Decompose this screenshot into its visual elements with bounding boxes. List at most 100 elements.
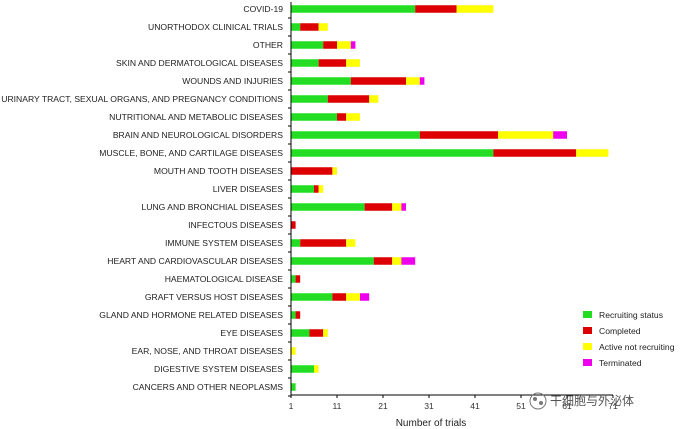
legend: Recruiting status Completed Active not rec… xyxy=(583,310,675,368)
x-tick-label: 41 xyxy=(470,401,480,411)
bar-segment xyxy=(291,311,296,319)
bar-segment xyxy=(291,113,337,121)
bar-segment xyxy=(392,257,402,265)
category-label: MUSCLE, BONE, AND CARTILAGE DISEASES xyxy=(99,148,283,158)
bars xyxy=(291,5,609,391)
category-label: EAR, NOSE, AND THROAT DISEASES xyxy=(132,346,284,356)
x-tick-label: 1 xyxy=(289,401,294,411)
bar-segment xyxy=(291,23,301,31)
bar-segment xyxy=(323,329,328,337)
bar-segment xyxy=(498,131,554,139)
category-label: LIVER DISEASES xyxy=(213,184,283,194)
category-labels: COVID-19 UNORTHODOX CLINICAL TRIALS OTHER S… xyxy=(1,4,291,397)
bar-segment xyxy=(291,59,319,67)
legend-swatch xyxy=(583,359,592,366)
bar-segment xyxy=(314,185,319,193)
category-label: LUNG AND BRONCHIAL DISEASES xyxy=(141,202,283,212)
bar-segment xyxy=(291,77,351,85)
bar-segment xyxy=(456,5,494,13)
legend-label: Completed xyxy=(599,326,641,336)
legend-label: Active not recruiting xyxy=(599,342,675,352)
bar-segment xyxy=(291,275,296,283)
bar-segment xyxy=(291,383,296,391)
bar-segment xyxy=(337,41,351,49)
bar-segment xyxy=(415,5,457,13)
bar-segment xyxy=(576,149,609,157)
category-label: UNORTHODOX CLINICAL TRIALS xyxy=(148,22,283,32)
category-label: INFECTOUS DISEASES xyxy=(188,220,283,230)
bar-segment xyxy=(300,239,347,247)
bar-segment xyxy=(369,95,379,103)
category-label: EYE DISEASES xyxy=(220,328,283,338)
bar-segment xyxy=(291,365,314,373)
watermark: 干细胞与外泌体 xyxy=(529,392,634,410)
category-label: HAEMATOLOGICAL DISEASE xyxy=(165,274,284,284)
bar-segment xyxy=(373,257,393,265)
bar-segment xyxy=(350,41,356,49)
bar-segment xyxy=(291,257,374,265)
legend-swatch xyxy=(583,327,592,334)
bar-segment xyxy=(291,221,296,229)
bar-segment xyxy=(337,113,347,121)
bar-segment xyxy=(419,77,425,85)
category-label: COVID-19 xyxy=(243,4,283,14)
bar-segment xyxy=(346,59,360,67)
bar-segment xyxy=(291,5,416,13)
bar-segment xyxy=(291,203,365,211)
x-tick-label: 21 xyxy=(378,401,388,411)
category-label: BRAIN AND NEUROLOGICAL DISORDERS xyxy=(113,130,283,140)
bar-segment xyxy=(332,167,337,175)
bar-segment xyxy=(323,41,337,49)
bar-segment xyxy=(419,131,498,139)
bar-segment xyxy=(401,203,406,211)
bar-segment xyxy=(360,293,370,301)
bar-segment xyxy=(346,293,360,301)
bar-segment xyxy=(553,131,567,139)
category-label: OTHER xyxy=(253,40,283,50)
bar-segment xyxy=(295,275,301,283)
bar-segment xyxy=(295,311,301,319)
bar-segment xyxy=(350,77,406,85)
x-tick-label: 71 xyxy=(608,401,618,411)
bar-segment xyxy=(392,203,402,211)
bar-segment xyxy=(327,95,370,103)
bar-segment xyxy=(318,59,347,67)
bar-segment xyxy=(364,203,393,211)
bar-segment xyxy=(291,347,296,355)
x-axis-ticks: 1 11 21 31 41 51 61 71 xyxy=(289,395,618,411)
category-label: SKIN AND DERMATOLOGICAL DISEASES xyxy=(116,58,283,68)
category-label: WOUNDS AND INJURIES xyxy=(182,76,283,86)
bar-segment xyxy=(406,77,420,85)
bar-segment xyxy=(291,167,333,175)
bar-segment xyxy=(291,149,494,157)
x-tick-label: 31 xyxy=(424,401,434,411)
bar-segment xyxy=(291,131,420,139)
category-label: DIGESTIVE SYSTEM DISEASES xyxy=(154,364,283,374)
bar-segment xyxy=(401,257,416,265)
x-axis-title: Number of trials xyxy=(396,418,467,429)
category-label: NUTRITIONAL AND METABOLIC DISEASES xyxy=(109,112,283,122)
legend-label: Terminated xyxy=(599,358,642,368)
bar-segment xyxy=(291,41,324,49)
bar-segment xyxy=(318,185,324,193)
bar-segment xyxy=(346,239,356,247)
bar-segment xyxy=(291,239,301,247)
bar-segment xyxy=(314,365,319,373)
bar-segment xyxy=(493,149,577,157)
x-tick-label: 51 xyxy=(516,401,526,411)
legend-swatch xyxy=(583,311,592,318)
legend-swatch xyxy=(583,343,592,350)
legend-label: Recruiting status xyxy=(599,310,663,320)
category-label: GLAND AND HORMONE RELATED DISEASES xyxy=(99,310,283,320)
bar-segment xyxy=(291,293,333,301)
watermark-logo-icon xyxy=(529,392,547,410)
category-label: URINARY TRACT, SEXUAL ORGANS, AND PREGNA… xyxy=(1,94,283,104)
category-label: GRAFT VERSUS HOST DISEASES xyxy=(145,292,283,302)
category-label: IMMUNE SYSTEM DISEASES xyxy=(165,238,283,248)
category-label: CANCERS AND OTHER NEOPLASMS xyxy=(133,382,284,392)
bar-segment xyxy=(346,113,360,121)
bar-segment xyxy=(291,329,310,337)
bar-segment xyxy=(309,329,324,337)
category-label: HEART AND CARDIOVASCULAR DISEASES xyxy=(107,256,283,266)
